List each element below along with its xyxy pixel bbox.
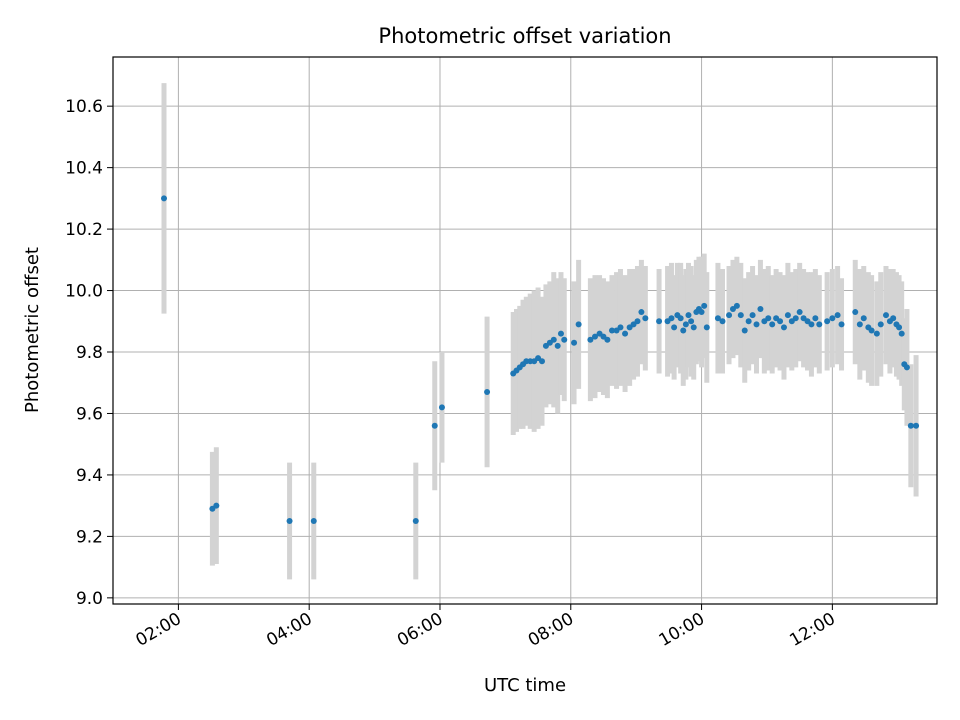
data-point [898, 330, 905, 337]
data-point [824, 318, 831, 325]
data-point [896, 324, 903, 331]
data-point [671, 324, 678, 331]
data-point [816, 321, 823, 328]
data-point [890, 315, 897, 322]
data-point [856, 321, 863, 328]
y-tick-label: 10.0 [65, 282, 103, 302]
data-point [677, 315, 684, 322]
y-tick-label: 9.8 [76, 343, 103, 363]
y-axis-ticks: 9.0 9.2 9.4 9.6 9.8 10.0 10.2 10.4 10.6 [65, 97, 113, 609]
plot-frame [112, 56, 938, 605]
data-point [808, 321, 815, 328]
data-point [438, 404, 445, 411]
data-point [557, 330, 564, 337]
data-point [714, 315, 721, 322]
data-point [622, 330, 629, 337]
data-point [617, 324, 624, 331]
data-point [286, 518, 293, 525]
y-tick-label: 9.4 [76, 466, 103, 486]
data-point [882, 312, 889, 319]
data-point [780, 324, 787, 331]
data-point [656, 318, 663, 325]
y-tick-label: 9.2 [76, 527, 103, 547]
y-axis-title: Photometric offset [22, 247, 43, 413]
data-point [539, 358, 546, 365]
data-point [733, 302, 740, 309]
data-point [668, 315, 675, 322]
data-point [561, 336, 568, 343]
y-tick-label: 10.6 [65, 97, 103, 117]
data-points [161, 195, 920, 525]
chart-title: Photometric offset variation [378, 24, 671, 48]
data-point [703, 324, 710, 331]
data-point [310, 518, 317, 525]
data-point [701, 302, 708, 309]
data-point [784, 312, 791, 319]
data-point [873, 330, 880, 337]
x-axis-title: UTC time [484, 675, 566, 696]
data-point [484, 388, 491, 395]
data-point [591, 333, 598, 340]
data-point [903, 364, 910, 371]
data-point [554, 342, 561, 349]
y-tick-label: 10.2 [65, 220, 103, 240]
data-point [638, 309, 645, 316]
data-point [913, 422, 920, 429]
data-point [860, 315, 867, 322]
y-tick-label: 9.0 [76, 589, 103, 609]
data-point [907, 422, 914, 429]
data-point [682, 321, 689, 328]
data-point [161, 195, 168, 202]
data-point [737, 312, 744, 319]
data-point [765, 315, 772, 322]
data-point [753, 321, 760, 328]
data-point [852, 309, 859, 316]
data-point [749, 312, 756, 319]
data-point [685, 312, 692, 319]
y-tick-label: 10.4 [65, 159, 103, 179]
data-point [680, 327, 687, 334]
data-point [634, 318, 641, 325]
data-point [792, 315, 799, 322]
data-point [829, 315, 836, 322]
data-point [550, 336, 557, 343]
data-point [812, 315, 819, 322]
data-point [604, 336, 611, 343]
data-point [757, 305, 764, 312]
data-point [571, 339, 578, 346]
data-point [608, 327, 615, 334]
y-tick-label: 9.6 [76, 404, 103, 424]
data-point [690, 324, 697, 331]
data-point [688, 318, 695, 325]
data-point [575, 321, 582, 328]
data-point [412, 518, 419, 525]
data-point [698, 309, 705, 316]
data-point [213, 502, 220, 509]
data-point [877, 321, 884, 328]
data-point [741, 327, 748, 334]
data-point [868, 327, 875, 334]
data-point [769, 321, 776, 328]
data-point [745, 318, 752, 325]
data-point [777, 318, 784, 325]
data-point [834, 312, 841, 319]
data-point [726, 312, 733, 319]
data-point [838, 321, 845, 328]
data-point [431, 422, 438, 429]
data-point [719, 318, 726, 325]
data-point [796, 309, 803, 316]
data-point [587, 336, 594, 343]
data-point [642, 315, 649, 322]
